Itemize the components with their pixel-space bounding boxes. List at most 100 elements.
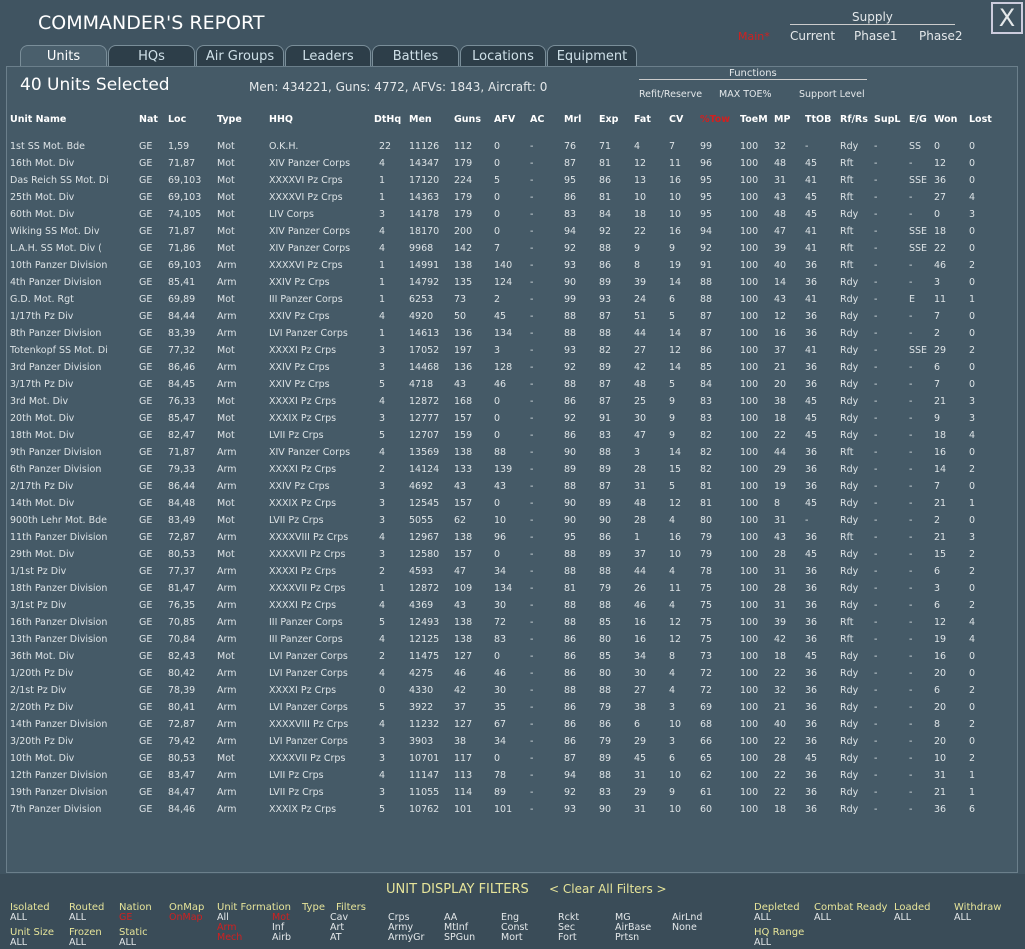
column-header[interactable]: Mrl xyxy=(564,114,582,125)
tab[interactable]: Battles xyxy=(372,45,459,66)
table-cell[interactable]: 8th Panzer Division xyxy=(10,328,102,339)
column-header[interactable]: CV xyxy=(669,114,684,125)
table-cell[interactable]: Wiking SS Mot. Div xyxy=(10,226,100,237)
table-cell[interactable]: 3rd Mot. Div xyxy=(10,396,69,407)
tab[interactable]: HQs xyxy=(108,45,195,66)
close-button[interactable]: X xyxy=(991,2,1023,34)
supply-mode[interactable]: Main* xyxy=(738,30,770,43)
filter-value[interactable]: Mech xyxy=(217,932,243,943)
filter-value[interactable]: Inf xyxy=(272,922,285,933)
column-header[interactable]: E/G xyxy=(909,114,927,125)
tab[interactable]: Locations xyxy=(460,45,546,66)
filter-value[interactable]: Arm xyxy=(217,922,237,933)
filter-option[interactable]: Const xyxy=(501,922,529,933)
filter-option[interactable]: MG xyxy=(615,912,631,923)
column-header[interactable]: DtHq xyxy=(374,114,402,125)
filter-option[interactable]: SPGun xyxy=(444,932,476,943)
function-item[interactable]: MAX TOE% xyxy=(719,89,772,100)
clear-filters[interactable]: < Clear All Filters > xyxy=(549,882,667,896)
table-cell[interactable]: 1/1st Pz Div xyxy=(10,566,67,577)
table-cell[interactable]: 13th Panzer Division xyxy=(10,634,108,645)
table-cell[interactable]: Totenkopf SS Mot. Di xyxy=(10,345,108,356)
column-header[interactable]: Fat xyxy=(634,114,651,125)
table-cell[interactable]: 29th Mot. Div xyxy=(10,549,75,560)
table-cell[interactable]: 4th Panzer Division xyxy=(10,277,102,288)
table-cell[interactable]: G.D. Mot. Rgt xyxy=(10,294,74,305)
column-header[interactable]: Exp xyxy=(599,114,619,125)
table-cell[interactable]: 18th Mot. Div xyxy=(10,430,75,441)
table-cell[interactable]: 16th Panzer Division xyxy=(10,617,108,628)
filter-value[interactable]: ALL xyxy=(894,912,912,923)
filter-option[interactable]: Fort xyxy=(558,932,577,943)
filter-value[interactable]: All xyxy=(217,912,229,923)
table-cell[interactable]: L.A.H. SS Mot. Div ( xyxy=(10,243,102,254)
table-cell[interactable]: Das Reich SS Mot. Di xyxy=(10,175,109,186)
filter-value[interactable]: OnMap xyxy=(169,912,203,923)
filter-value[interactable]: ALL xyxy=(754,912,772,923)
filter-value[interactable]: ALL xyxy=(814,912,832,923)
table-cell[interactable]: 14th Panzer Division xyxy=(10,719,108,730)
table-cell[interactable]: 16th Mot. Div xyxy=(10,158,75,169)
column-header[interactable]: AFV xyxy=(494,114,516,125)
column-header[interactable]: Guns xyxy=(454,114,481,125)
table-cell[interactable]: 3/1st Pz Div xyxy=(10,600,67,611)
table-cell[interactable]: 3/17th Pz Div xyxy=(10,379,74,390)
table-cell[interactable]: 2/1st Pz Div xyxy=(10,685,67,696)
column-header[interactable]: Unit Name xyxy=(10,114,67,125)
column-header[interactable]: TtOB xyxy=(805,114,832,125)
table-cell[interactable]: 20th Mot. Div xyxy=(10,413,75,424)
filter-option[interactable]: AA xyxy=(444,912,458,923)
filter-option[interactable]: Mort xyxy=(501,932,523,943)
table-cell[interactable]: 19th Panzer Division xyxy=(10,787,108,798)
filter-value[interactable]: ALL xyxy=(119,937,137,948)
table-cell[interactable]: 900th Lehr Mot. Bde xyxy=(10,515,107,526)
column-header[interactable]: Nat xyxy=(139,114,158,125)
column-header[interactable]: SupL xyxy=(874,114,901,125)
table-cell[interactable]: 25th Mot. Div xyxy=(10,192,75,203)
column-header[interactable]: AC xyxy=(530,114,545,125)
column-header[interactable]: Lost xyxy=(969,114,992,125)
filter-option[interactable]: ArmyGr xyxy=(388,932,425,943)
column-header[interactable]: Won xyxy=(934,114,958,125)
filter-value[interactable]: AT xyxy=(330,932,342,943)
filter-option[interactable]: Army xyxy=(388,922,414,933)
table-cell[interactable]: 2/17th Pz Div xyxy=(10,481,74,492)
filter-option[interactable]: AirLnd xyxy=(672,912,703,923)
filter-value[interactable]: ALL xyxy=(754,937,772,948)
filter-option[interactable]: AirBase xyxy=(615,922,652,933)
tab[interactable]: Equipment xyxy=(547,45,637,66)
filter-value[interactable]: ALL xyxy=(69,937,87,948)
filter-value[interactable]: ALL xyxy=(69,912,87,923)
table-cell[interactable]: 36th Mot. Div xyxy=(10,651,75,662)
column-header[interactable]: HHQ xyxy=(269,114,293,125)
table-cell[interactable]: 1/20th Pz Div xyxy=(10,668,74,679)
table-cell[interactable]: 1/17th Pz Div xyxy=(10,311,74,322)
filter-value[interactable]: Mot xyxy=(272,912,290,923)
column-header[interactable]: Men xyxy=(409,114,432,125)
supply-option[interactable]: Current xyxy=(790,29,836,43)
filter-option[interactable]: Eng xyxy=(501,912,520,923)
filter-value[interactable]: Cav xyxy=(330,912,349,923)
filter-value[interactable]: ALL xyxy=(954,912,972,923)
filter-value[interactable]: Airb xyxy=(272,932,292,943)
tab[interactable]: Units xyxy=(20,45,107,66)
table-cell[interactable]: 10th Panzer Division xyxy=(10,260,108,271)
function-item[interactable]: Refit/Reserve xyxy=(639,89,703,100)
filter-option[interactable]: Prtsn xyxy=(615,932,640,943)
filter-option[interactable]: None xyxy=(672,922,697,933)
column-header[interactable]: Loc xyxy=(168,114,187,125)
tab[interactable]: Air Groups xyxy=(196,45,284,66)
column-header[interactable]: ToeM xyxy=(740,114,768,125)
table-cell[interactable]: 18th Panzer Division xyxy=(10,583,108,594)
column-header[interactable]: MP xyxy=(774,114,791,125)
table-cell[interactable]: 12th Panzer Division xyxy=(10,770,108,781)
table-cell[interactable]: 60th Mot. Div xyxy=(10,209,75,220)
tab[interactable]: Leaders xyxy=(285,45,371,66)
filter-value[interactable]: ALL xyxy=(10,912,28,923)
function-item[interactable]: Support Level xyxy=(799,89,865,100)
supply-option[interactable]: Phase1 xyxy=(854,29,898,43)
table-cell[interactable]: 3/20th Pz Div xyxy=(10,736,74,747)
filter-option[interactable]: Rckt xyxy=(558,912,580,923)
table-cell[interactable]: 10th Mot. Div xyxy=(10,753,75,764)
table-cell[interactable]: 14th Mot. Div xyxy=(10,498,75,509)
